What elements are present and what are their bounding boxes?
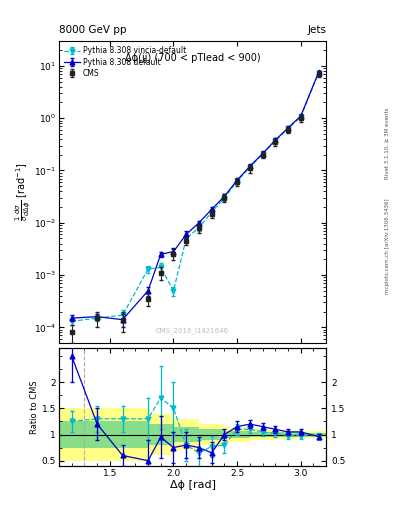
Y-axis label: Ratio to CMS: Ratio to CMS: [30, 380, 39, 434]
Text: Jets: Jets: [307, 25, 326, 35]
Text: Rivet 3.1.10, ≥ 3M events: Rivet 3.1.10, ≥ 3M events: [385, 108, 390, 179]
X-axis label: Δϕ [rad]: Δϕ [rad]: [169, 480, 216, 490]
Legend: Pythia 8.308 vincia-default, Pythia 8.308 default, CMS: Pythia 8.308 vincia-default, Pythia 8.30…: [63, 45, 187, 79]
Text: CMS_2016_I1421646: CMS_2016_I1421646: [156, 327, 229, 334]
Text: mcplots.cern.ch [arXiv:1306.3436]: mcplots.cern.ch [arXiv:1306.3436]: [385, 198, 390, 293]
Y-axis label: $\frac{1}{\sigma}\frac{d\sigma}{d\Delta\phi}$ [rad$^{-1}$]: $\frac{1}{\sigma}\frac{d\sigma}{d\Delta\…: [13, 163, 32, 221]
Text: 8000 GeV pp: 8000 GeV pp: [59, 25, 127, 35]
Text: Δϕ(jj) (700 < pTlead < 900): Δϕ(jj) (700 < pTlead < 900): [125, 53, 261, 63]
